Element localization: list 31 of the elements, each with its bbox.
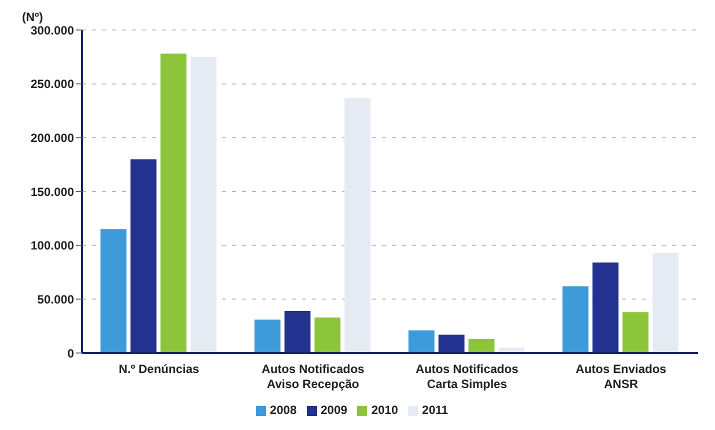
y-tick-label: 50.000	[37, 292, 74, 306]
x-tick-label: Autos Notificados Carta Simples	[416, 362, 519, 391]
bar	[254, 320, 280, 353]
legend-label: 2010	[371, 403, 398, 417]
y-tick-label: 150.000	[30, 184, 74, 199]
y-tick-label: 100.000	[30, 238, 74, 253]
y-tick-label: 0	[67, 346, 74, 360]
x-tick-label: Autos Enviados ANSR	[576, 362, 667, 391]
legend-label: 2009	[320, 403, 348, 417]
bar	[622, 312, 648, 353]
bar	[592, 262, 618, 353]
y-tick-label: 300.000	[30, 23, 74, 38]
bar	[160, 54, 186, 353]
bar	[100, 229, 126, 353]
bar	[438, 334, 464, 353]
y-tick-label: 250.000	[30, 77, 74, 92]
bar	[562, 286, 588, 353]
legend-label: 2011	[422, 403, 448, 417]
bar	[284, 311, 310, 353]
bar	[130, 159, 156, 353]
bar	[652, 252, 678, 353]
bar	[314, 317, 340, 353]
y-tick-label: 200.000	[30, 130, 74, 145]
legend-label: 2008	[270, 403, 297, 417]
bar	[408, 330, 434, 353]
x-tick-label: Autos Notificados Aviso Recepção	[262, 362, 365, 391]
x-tick-label: N.º Denúncias	[118, 362, 200, 376]
bar	[468, 339, 494, 353]
bar	[190, 56, 216, 353]
y-axis-title: (Nº)	[22, 10, 44, 24]
bar	[344, 98, 370, 353]
